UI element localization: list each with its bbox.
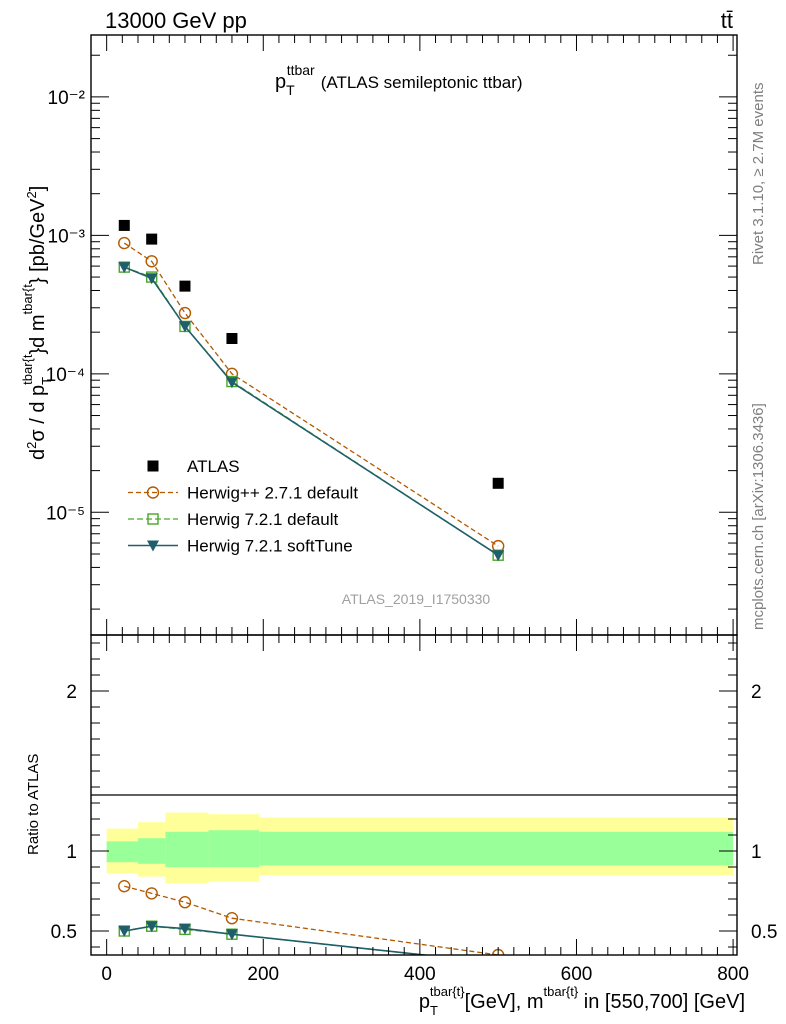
ratio-point bbox=[492, 958, 504, 969]
legend-label: Herwig 7.2.1 softTune bbox=[187, 537, 353, 556]
ratio-point bbox=[178, 923, 191, 935]
plot-title-sub: T bbox=[286, 82, 295, 98]
data-point bbox=[492, 477, 504, 489]
y-tick-label: 10⁻² bbox=[48, 88, 86, 109]
y-tick-label: 2 bbox=[66, 682, 77, 703]
y-tick-label: 10⁻⁵ bbox=[46, 503, 85, 524]
watermark: ATLAS_2019_I1750330 bbox=[342, 591, 491, 607]
data-point bbox=[145, 255, 158, 268]
header-process: 13000 GeV pp bbox=[105, 8, 247, 33]
legend-label: Herwig++ 2.7.1 default bbox=[187, 484, 358, 503]
plot-title-sup: ttbar bbox=[287, 62, 315, 78]
legend-label: Herwig 7.2.1 default bbox=[187, 510, 338, 529]
data-point bbox=[226, 333, 238, 345]
ratio-point bbox=[493, 958, 503, 968]
band-inner bbox=[137, 838, 166, 864]
x-tick-label: 0 bbox=[101, 964, 112, 985]
main-y-ticks: 10⁻⁵ 10⁻⁴ 10⁻³ 10⁻² bbox=[46, 35, 737, 635]
y-tick-label: 1 bbox=[751, 842, 762, 863]
band-inner bbox=[208, 830, 260, 867]
legend-marker bbox=[147, 540, 159, 552]
ratio-point bbox=[225, 929, 238, 941]
ratio-point bbox=[118, 880, 131, 893]
data-point bbox=[118, 219, 130, 231]
ratio-point bbox=[225, 912, 239, 925]
ratio-point bbox=[145, 921, 158, 933]
y-tick-label: 10⁻³ bbox=[48, 226, 86, 247]
main-series bbox=[118, 219, 505, 562]
band-inner bbox=[165, 831, 209, 867]
plot-title: pTttbar (ATLAS semileptonic ttbar) bbox=[275, 62, 523, 98]
data-point bbox=[178, 306, 192, 320]
ratio-frame bbox=[90, 634, 738, 956]
x-tick-label: 600 bbox=[561, 964, 593, 985]
legend-marker bbox=[147, 513, 159, 525]
data-point bbox=[145, 273, 158, 285]
data-point bbox=[225, 377, 238, 389]
data-point bbox=[146, 233, 158, 245]
y-tick-label: 1 bbox=[66, 842, 77, 863]
data-point bbox=[118, 236, 131, 250]
mcplots-label: mcplots.cern.ch [arXiv:1306.3436] bbox=[750, 403, 767, 630]
x-axis-label: pTtbar{t}[GeV], mtbar{t} in [550,700] [G… bbox=[419, 984, 745, 1018]
band-inner bbox=[106, 841, 138, 863]
y-tick-label: 2 bbox=[751, 682, 762, 703]
main-panel: pTttbar (ATLAS semileptonic ttbar) ATLAS_… bbox=[20, 34, 738, 636]
x-tick-label: 200 bbox=[247, 964, 279, 985]
ratio-series bbox=[118, 880, 505, 969]
main-y-label: d2σ / d pTtbar{t}d mtbar{t} [pb/GeV2] bbox=[20, 186, 54, 460]
rivet-label: Rivet 3.1.10, ≥ 2.7M events bbox=[750, 83, 767, 266]
y-tick-label: 10⁻⁴ bbox=[46, 365, 85, 386]
legend-marker bbox=[147, 460, 159, 472]
ratio-point bbox=[178, 896, 192, 909]
data-point bbox=[118, 262, 131, 274]
data-point bbox=[492, 550, 505, 562]
x-tick-label: 800 bbox=[717, 964, 749, 985]
plot-title-rest: (ATLAS semileptonic ttbar) bbox=[321, 73, 523, 92]
ratio-line bbox=[124, 885, 499, 955]
data-point bbox=[179, 280, 191, 292]
legend: ATLAS Herwig++ 2.7.1 default Herwig 7.2.1 … bbox=[128, 457, 358, 556]
legend-label: ATLAS bbox=[187, 457, 240, 476]
band-inner bbox=[259, 831, 734, 866]
x-tick-label: 400 bbox=[404, 964, 436, 985]
ratio-point bbox=[145, 887, 158, 900]
data-point bbox=[178, 321, 191, 333]
y-tick-label: 0.5 bbox=[51, 922, 77, 943]
legend-marker bbox=[146, 486, 160, 499]
ratio-y-label: Ratio to ATLAS bbox=[25, 754, 42, 855]
series-line bbox=[123, 242, 499, 547]
plot-title-p: p bbox=[275, 71, 286, 93]
header-final-state: tt̄ bbox=[721, 8, 733, 33]
ratio-point bbox=[118, 926, 131, 937]
y-tick-label: 0.5 bbox=[751, 922, 777, 943]
uncertainty-bands bbox=[106, 812, 734, 883]
